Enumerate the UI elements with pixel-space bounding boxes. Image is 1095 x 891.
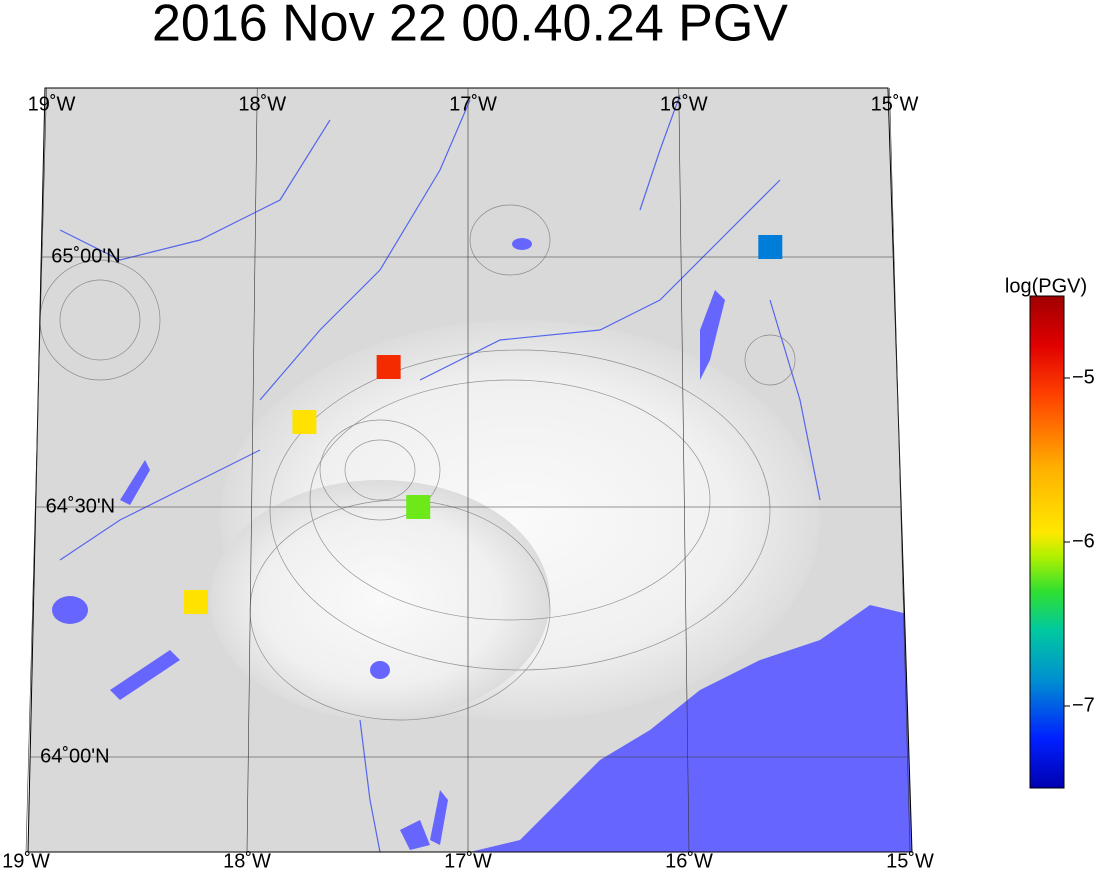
lon-label-bottom: 18˚W [223, 850, 271, 872]
colorbar-label: log(PGV) [1005, 275, 1087, 297]
station-marker [183, 590, 208, 614]
colorbar-tick-label: −5 [1072, 366, 1095, 388]
meridian [25, 87, 47, 853]
map-frame [27, 87, 913, 853]
lon-label-bottom: 15˚W [886, 850, 934, 872]
lat-label: 64˚00'N [40, 745, 109, 767]
station-marker [758, 235, 783, 259]
colorbar [1029, 295, 1065, 789]
terrain [28, 88, 912, 852]
colorbar-tick-label: −6 [1072, 530, 1095, 552]
lon-label-bottom: 17˚W [444, 850, 492, 872]
meridian [246, 87, 258, 853]
lat-label: 64˚30'N [46, 495, 115, 517]
lon-label-top: 15˚W [871, 93, 919, 115]
colorbar-tick-label: −7 [1072, 694, 1095, 716]
station-marker [406, 495, 431, 519]
meridian [889, 87, 911, 853]
lon-label-top: 17˚W [449, 93, 497, 115]
lon-label-top: 18˚W [238, 93, 286, 115]
lon-label-bottom: 19˚W [2, 850, 50, 872]
station-marker [292, 410, 317, 434]
lat-label: 65˚00'N [51, 245, 120, 267]
station-marker [376, 355, 401, 379]
lon-label-top: 19˚W [28, 93, 76, 115]
lon-label-top: 16˚W [660, 93, 708, 115]
meridian [678, 87, 690, 853]
lon-label-bottom: 16˚W [665, 850, 713, 872]
map-title: 2016 Nov 22 00.40.24 PGV [152, 0, 788, 53]
